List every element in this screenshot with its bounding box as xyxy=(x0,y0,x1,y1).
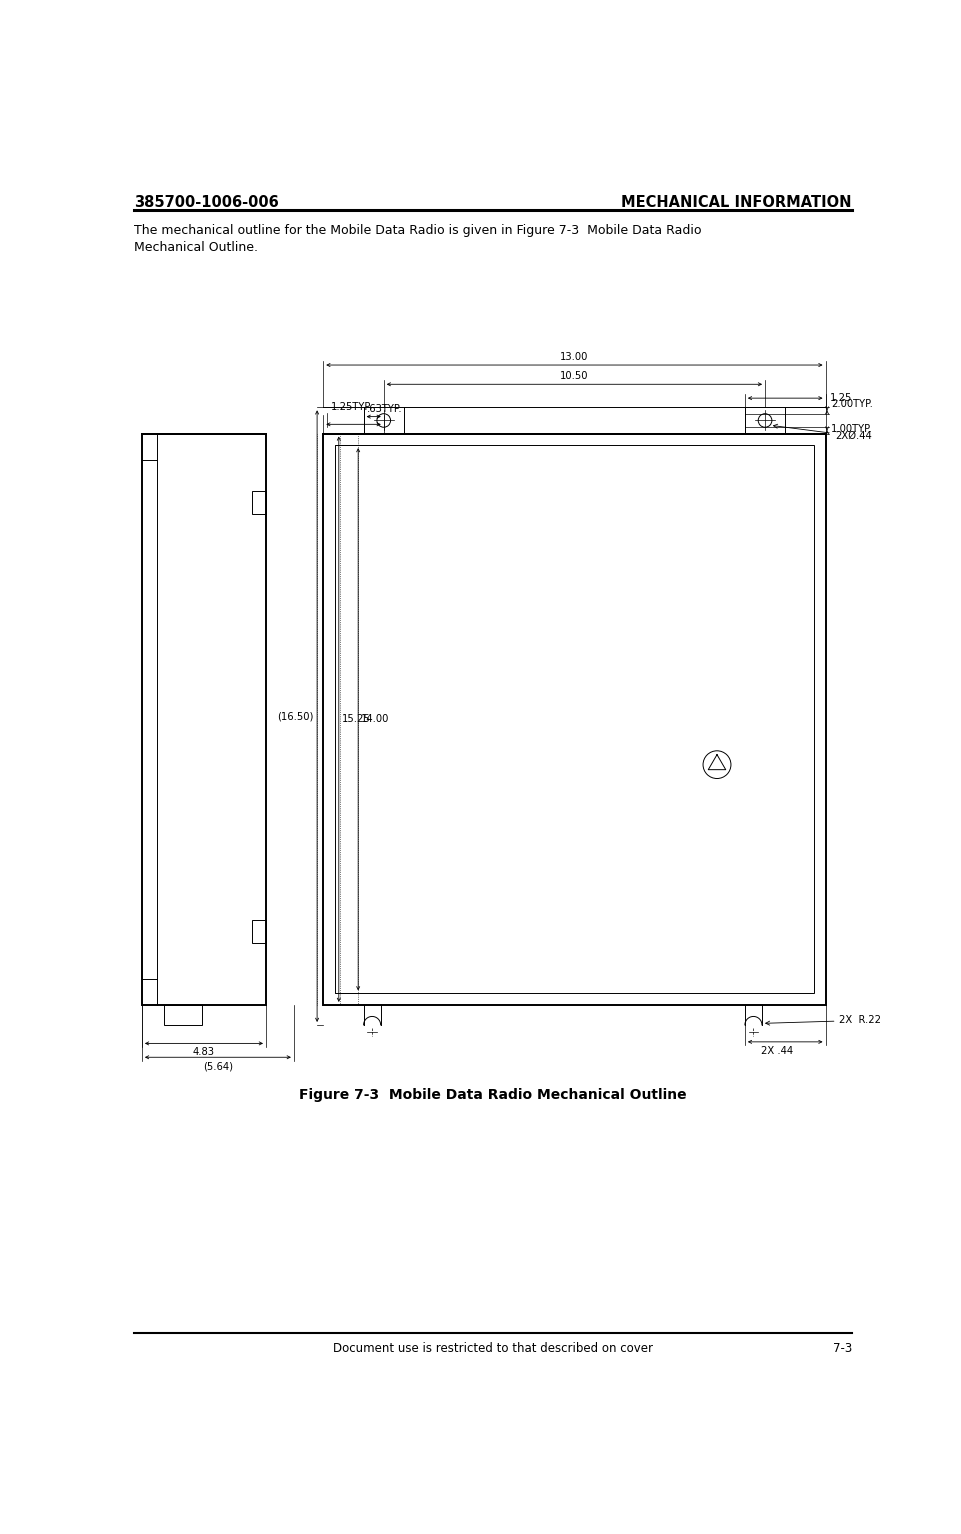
Text: 2XØ.44: 2XØ.44 xyxy=(773,425,871,440)
Text: MECHANICAL INFORMATION: MECHANICAL INFORMATION xyxy=(621,195,850,210)
Text: (16.50): (16.50) xyxy=(278,712,313,721)
Text: 1.25: 1.25 xyxy=(829,393,851,403)
Text: 2X .44: 2X .44 xyxy=(760,1046,793,1055)
Bar xyxy=(252,920,265,943)
Text: The mechanical outline for the Mobile Data Radio is given in Figure 7-3  Mobile : The mechanical outline for the Mobile Da… xyxy=(135,224,701,238)
Text: 10.50: 10.50 xyxy=(559,371,588,382)
Text: 2X  R.22: 2X R.22 xyxy=(765,1016,880,1025)
Text: 14.00: 14.00 xyxy=(361,715,389,724)
Text: 1.00TYP.: 1.00TYP. xyxy=(830,425,872,434)
Text: .63TYP.: .63TYP. xyxy=(366,403,402,414)
Text: Figure 7-3  Mobile Data Radio Mechanical Outline: Figure 7-3 Mobile Data Radio Mechanical … xyxy=(299,1088,686,1101)
Bar xyxy=(323,434,825,1005)
Text: 15.25: 15.25 xyxy=(341,715,370,724)
Text: Document use is restricted to that described on cover: Document use is restricted to that descr… xyxy=(333,1342,653,1355)
Bar xyxy=(163,1005,202,1025)
Text: 4.83: 4.83 xyxy=(193,1048,214,1057)
Text: 2.00TYP.: 2.00TYP. xyxy=(830,399,872,410)
Text: Mechanical Outline.: Mechanical Outline. xyxy=(135,241,258,255)
Bar xyxy=(142,434,265,1005)
Text: 385700-1006-006: 385700-1006-006 xyxy=(135,195,279,210)
Text: 1.25TYP.: 1.25TYP. xyxy=(331,402,373,413)
Bar xyxy=(334,445,813,994)
Text: (5.64): (5.64) xyxy=(203,1062,233,1071)
Bar xyxy=(252,491,265,514)
Text: 13.00: 13.00 xyxy=(559,351,588,362)
Text: 7-3: 7-3 xyxy=(831,1342,850,1355)
